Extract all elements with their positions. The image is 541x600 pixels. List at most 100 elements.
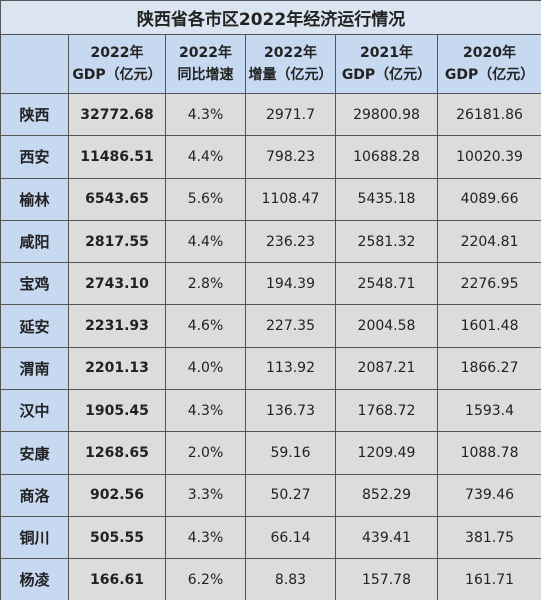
cell: 59.16 (245, 431, 336, 475)
cell: 2581.32 (335, 219, 438, 264)
cell: 381.75 (436, 515, 541, 560)
header-cell: 2022年 同比增速 (165, 34, 246, 94)
cell: 1905.45 (68, 389, 166, 433)
cell: 236.23 (245, 219, 336, 264)
region-name: 商洛 (0, 473, 69, 517)
cell: 1088.78 (436, 431, 541, 475)
cell: 8.83 (245, 558, 336, 600)
cell: 2.0% (165, 431, 246, 475)
data-row: 汉中 1905.45 4.3% 136.73 1768.72 1593.4 (0, 389, 541, 433)
cell: 4.3% (165, 515, 246, 560)
cell: 739.46 (436, 473, 541, 517)
cell: 5435.18 (335, 177, 438, 221)
cell: 113.92 (245, 346, 336, 391)
header-line: 2022年 (179, 45, 232, 61)
cell: 2087.21 (335, 346, 438, 391)
header-line: 增量（亿元） (248, 67, 333, 83)
cell: 5.6% (165, 177, 246, 221)
cell: 2743.10 (68, 262, 166, 306)
cell: 439.41 (335, 515, 438, 560)
cell: 157.78 (335, 558, 438, 600)
cell: 2971.7 (245, 92, 336, 137)
header-line: 2020年 (463, 45, 517, 61)
cell: 29800.98 (335, 92, 438, 137)
cell: 50.27 (245, 473, 336, 517)
cell: 3.3% (165, 473, 246, 517)
data-row: 陕西 32772.68 4.3% 2971.7 29800.98 26181.86 (0, 92, 541, 137)
cell: 32772.68 (68, 92, 166, 137)
cell: 10688.28 (335, 135, 438, 179)
cell: 1268.65 (68, 431, 166, 475)
cell: 4.3% (165, 389, 246, 433)
region-name: 杨凌 (0, 558, 69, 600)
cell: 2231.93 (68, 304, 166, 348)
cell: 1601.48 (436, 304, 541, 348)
header-line: GDP（亿元） (72, 67, 162, 83)
cell: 2548.71 (335, 262, 438, 306)
region-name: 安康 (0, 431, 69, 475)
cell: 852.29 (335, 473, 438, 517)
cell: 2004.58 (335, 304, 438, 348)
cell: 194.39 (245, 262, 336, 306)
header-line: 2022年 (90, 45, 144, 61)
cell: 2.8% (165, 262, 246, 306)
region-name: 西安 (0, 135, 69, 179)
data-row: 咸阳 2817.55 4.4% 236.23 2581.32 2204.81 (0, 219, 541, 264)
header-line: 2021年 (360, 45, 413, 61)
header-line: GDP（亿元） (341, 67, 432, 83)
region-name: 延安 (0, 304, 69, 348)
cell: 4.4% (165, 219, 246, 264)
cell: 227.35 (245, 304, 336, 348)
header-cell: 2021年 GDP（亿元） (335, 34, 438, 94)
data-row: 铜川 505.55 4.3% 66.14 439.41 381.75 (0, 515, 541, 560)
cell: 6.2% (165, 558, 246, 600)
region-name: 汉中 (0, 389, 69, 433)
region-name: 咸阳 (0, 219, 69, 264)
cell: 1768.72 (335, 389, 438, 433)
cell: 2817.55 (68, 219, 166, 264)
cell: 2276.95 (436, 262, 541, 306)
region-name: 铜川 (0, 515, 69, 560)
table-title: 陕西省各市区2022年经济运行情况 (0, 0, 541, 35)
cell: 1108.47 (245, 177, 336, 221)
region-name: 宝鸡 (0, 262, 69, 306)
cell: 1209.49 (335, 431, 438, 475)
cell: 505.55 (68, 515, 166, 560)
region-name: 陕西 (0, 92, 69, 137)
cell: 136.73 (245, 389, 336, 433)
cell: 11486.51 (68, 135, 166, 179)
region-name: 渭南 (0, 346, 69, 391)
cell: 26181.86 (436, 92, 541, 137)
cell: 66.14 (245, 515, 336, 560)
cell: 2201.13 (68, 346, 166, 391)
data-row: 宝鸡 2743.10 2.8% 194.39 2548.71 2276.95 (0, 262, 541, 306)
data-row: 榆林 6543.65 5.6% 1108.47 5435.18 4089.66 (0, 177, 541, 221)
data-row: 商洛 902.56 3.3% 50.27 852.29 739.46 (0, 473, 541, 517)
cell: 902.56 (68, 473, 166, 517)
cell: 4089.66 (436, 177, 541, 221)
header-cell: 2022年 GDP（亿元） (68, 34, 166, 94)
header-line: GDP（亿元） (444, 67, 535, 83)
header-row: 2022年 GDP（亿元） 2022年 同比增速 2022年 增量（亿元） 2021年 GDP… (0, 34, 541, 94)
data-row: 渭南 2201.13 4.0% 113.92 2087.21 1866.27 (0, 346, 541, 391)
cell: 2204.81 (436, 219, 541, 264)
header-cell (0, 34, 69, 94)
region-name: 榆林 (0, 177, 69, 221)
cell: 1593.4 (436, 389, 541, 433)
cell: 161.71 (436, 558, 541, 600)
cell: 1866.27 (436, 346, 541, 391)
header-line: 2022年 (264, 45, 317, 61)
header-cell: 2022年增量（亿元） (245, 34, 336, 94)
cell: 10020.39 (436, 135, 541, 179)
cell: 6543.65 (68, 177, 166, 221)
cell: 4.0% (165, 346, 246, 391)
header-cell: 2020年 GDP（亿元） (436, 34, 541, 94)
cell: 4.6% (165, 304, 246, 348)
data-row: 杨凌 166.61 6.2% 8.83 157.78 161.71 (0, 558, 541, 600)
cell: 166.61 (68, 558, 166, 600)
cell: 4.4% (165, 135, 246, 179)
cell: 4.3% (165, 92, 246, 137)
data-row: 延安 2231.93 4.6% 227.35 2004.58 1601.48 (0, 304, 541, 348)
